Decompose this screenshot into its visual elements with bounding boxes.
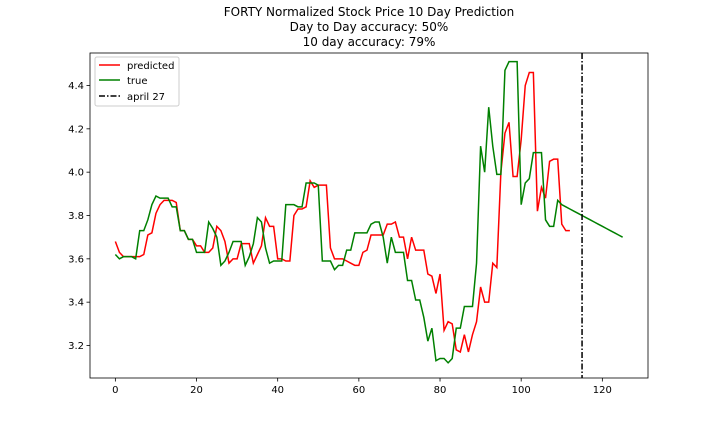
- x-tick-label: 60: [352, 385, 365, 396]
- axes: 0 20 40 60 80 100 120 3.2 3.4 3.6 3.8 4.0 4.2 4.4: [68, 52, 649, 396]
- x-tick-label: 40: [271, 385, 284, 396]
- series-line-true: [114, 60, 623, 364]
- chart-title: FORTY Normalized Stock Price 10 Day Pred…: [224, 5, 514, 19]
- legend-label-april-27: april 27: [127, 92, 165, 103]
- y-tick-label: 3.8: [68, 211, 84, 222]
- y-tick-label: 3.4: [68, 298, 84, 309]
- legend: predicted true april 27: [94, 56, 180, 107]
- y-tick-label: 4.2: [68, 124, 84, 135]
- y-tick-label: 4.4: [68, 81, 84, 92]
- y-tick-label: 4.0: [68, 168, 84, 179]
- x-tick-label: 100: [512, 385, 531, 396]
- x-tick-label: 120: [593, 385, 612, 396]
- legend-label-true: true: [127, 76, 148, 87]
- x-tick-label: 0: [112, 385, 118, 396]
- y-tick-label: 3.6: [68, 254, 84, 265]
- legend-label-predicted: predicted: [127, 61, 174, 72]
- x-tick-label: 20: [190, 385, 203, 396]
- plot-area: [114, 53, 623, 378]
- legend-box: [94, 56, 180, 107]
- chart-subtitle-2: 10 day accuracy: 79%: [303, 35, 436, 49]
- y-tick-label: 3.2: [68, 341, 84, 352]
- x-tick-label: 80: [434, 385, 447, 396]
- chart-subtitle-1: Day to Day accuracy: 50%: [290, 20, 449, 34]
- series-line-predicted: [114, 71, 570, 354]
